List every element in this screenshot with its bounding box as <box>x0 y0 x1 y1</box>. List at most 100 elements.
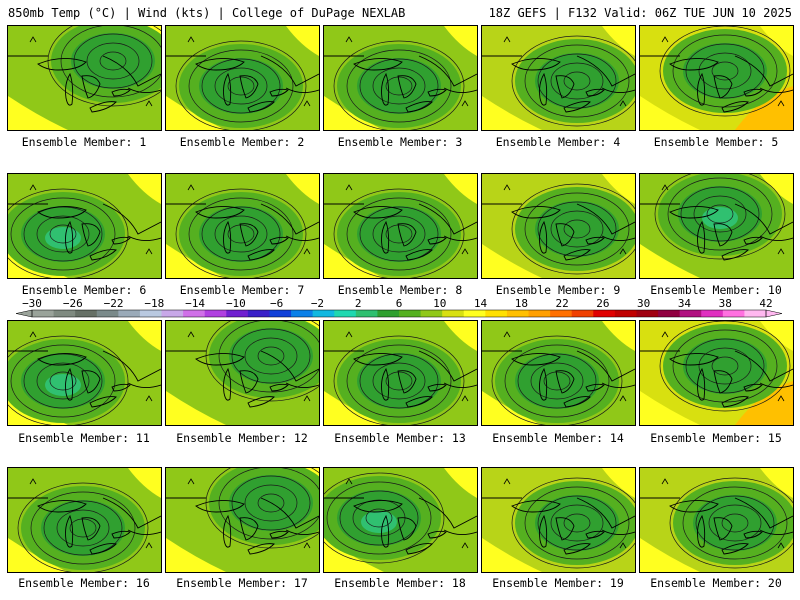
lake-outlines <box>640 203 793 261</box>
wind-markers <box>345 331 469 402</box>
ensemble-member-label: Ensemble Member: 19 <box>492 576 624 590</box>
colorbar-tick-label: −30 <box>22 297 42 310</box>
wind-markers <box>661 36 785 107</box>
colorbar-swatch <box>226 310 249 317</box>
ensemble-member-label: Ensemble Member: 1 <box>21 135 147 149</box>
lake-outlines <box>482 497 635 555</box>
colorbar-swatch <box>312 310 335 317</box>
height-contours <box>511 477 635 569</box>
ensemble-member-label: Ensemble Member: 8 <box>337 283 463 297</box>
colorbar-arrow-left <box>15 309 33 318</box>
colorbar-swatch <box>485 310 508 317</box>
colorbar-swatch <box>32 310 55 317</box>
lake-outlines <box>8 55 161 113</box>
ensemble-member-label: Ensemble Member: 11 <box>18 431 150 445</box>
height-contours <box>333 335 465 425</box>
cold-core <box>535 495 619 551</box>
colorbar-swatch <box>96 310 119 317</box>
ensemble-member-map <box>165 320 320 426</box>
colorbar-tick-label: 26 <box>596 297 609 310</box>
colorbar-swatch <box>614 310 637 317</box>
colorbar-tick-label: −10 <box>226 297 246 310</box>
warm-region <box>166 26 319 130</box>
colorbar-tick-label: 18 <box>515 297 528 310</box>
colorbar-swatch <box>722 310 745 317</box>
warm-region <box>324 174 477 278</box>
ensemble-member-label: Ensemble Member: 18 <box>334 576 466 590</box>
ensemble-member-label: Ensemble Member: 17 <box>176 576 308 590</box>
colorbar-swatch <box>183 310 206 317</box>
lake-outlines <box>482 55 635 113</box>
colorbar-swatch <box>355 310 378 317</box>
wind-markers <box>29 331 153 402</box>
ensemble-member-label: Ensemble Member: 3 <box>337 135 463 149</box>
warm-region <box>324 468 477 572</box>
ensemble-member-map <box>639 25 794 131</box>
lake-outlines <box>166 497 319 555</box>
cold-core <box>41 500 125 556</box>
height-contours <box>659 321 791 412</box>
model-run-info: 18Z GEFS | F132 Valid: 06Z TUE JUN 10 20… <box>488 6 792 20</box>
colorbar-swatch <box>161 310 184 317</box>
wind-markers <box>29 184 153 255</box>
colorbar-swatch <box>399 310 422 317</box>
colorbar-swatch <box>506 310 530 317</box>
ensemble-member-label: Ensemble Member: 14 <box>492 431 624 445</box>
colorbar-swatch <box>420 310 443 317</box>
colorbar-swatch <box>593 310 616 317</box>
wind-markers <box>29 36 153 107</box>
colorbar-tick-label: −6 <box>270 297 283 310</box>
lake-outlines <box>166 203 319 261</box>
lake-outlines <box>324 350 477 408</box>
colorbar-swatch <box>377 310 400 317</box>
height-contours <box>511 35 635 127</box>
lake-outlines <box>8 350 161 408</box>
colorbar-swatch <box>118 310 141 317</box>
wind-markers <box>345 36 469 107</box>
ensemble-member-map <box>323 173 478 279</box>
cold-core <box>535 53 619 109</box>
wind-markers <box>187 184 311 255</box>
warm-region <box>640 468 793 572</box>
warm-region <box>166 174 319 278</box>
ensemble-member-map <box>639 467 794 573</box>
colorbar-swatch <box>463 310 486 317</box>
colorbar-swatch <box>204 310 227 317</box>
ensemble-member-map <box>165 25 320 131</box>
warm-region <box>324 321 477 425</box>
warm-region <box>324 26 477 130</box>
ensemble-member-label: Ensemble Member: 20 <box>650 576 782 590</box>
coldest-core <box>702 207 738 229</box>
colorbar-tick-label: 38 <box>719 297 732 310</box>
height-contours <box>511 183 635 275</box>
colorbar-swatch <box>53 310 76 317</box>
ensemble-member-map <box>481 320 636 426</box>
height-contours <box>8 335 129 425</box>
height-contours <box>175 188 307 278</box>
lake-outlines <box>640 350 793 408</box>
cold-core <box>683 43 767 99</box>
ensemble-member-label: Ensemble Member: 13 <box>334 431 466 445</box>
ensemble-member-map <box>165 173 320 279</box>
ensemble-member-map <box>323 467 478 573</box>
wind-markers <box>187 331 311 402</box>
ensemble-member-map <box>639 173 794 279</box>
height-contours <box>17 482 149 572</box>
height-contours <box>654 174 786 260</box>
warm-region <box>482 174 635 278</box>
height-contours <box>333 188 465 278</box>
colorbar-swatch <box>528 310 551 317</box>
lake-outlines <box>8 203 161 261</box>
colorbar-swatch <box>636 310 659 317</box>
warm-region <box>482 468 635 572</box>
coldest-core <box>45 227 81 249</box>
cold-core <box>693 495 777 551</box>
colorbar-tick-label: 6 <box>396 297 403 310</box>
coldest-core <box>361 511 397 533</box>
ensemble-member-label: Ensemble Member: 12 <box>176 431 308 445</box>
colorbar-arrow-right <box>765 309 783 318</box>
coldest-core <box>45 374 81 396</box>
wind-markers <box>345 184 469 255</box>
lake-outlines <box>640 55 793 113</box>
colorbar-tick-label: −2 <box>311 297 324 310</box>
